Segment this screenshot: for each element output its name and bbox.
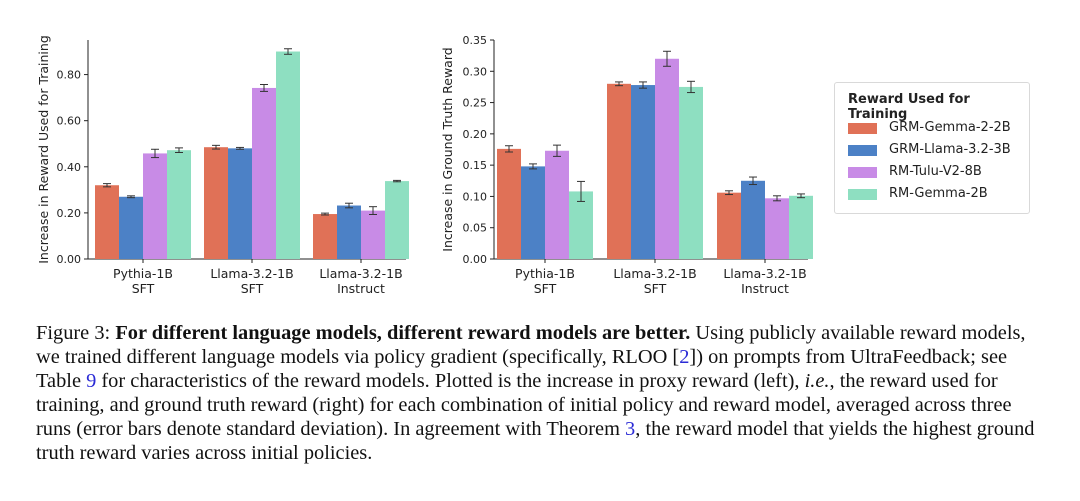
bar [765,198,789,259]
y-tick-label: 0.15 [463,159,488,172]
y-tick-label: 0.80 [57,69,82,82]
legend-item-rm-tulu: RM-Tulu-V2-8B [848,164,1028,182]
x-tick-label: Pythia-1B [515,266,575,281]
x-tick-label: SFT [241,281,264,296]
legend-swatch [848,145,877,156]
chart-proxy-reward: 0.00 0.20 0.40 0.60 0.80 Increase in Reward U… [36,35,409,296]
x-tick-label: Llama-3.2-1B [210,266,293,281]
legend-swatch [848,167,877,178]
y-tick-label: 0.40 [57,161,82,174]
y-tick-label: 0.10 [463,190,488,203]
bar [276,51,300,259]
caption-italic: i.e. [804,370,830,392]
bar [607,83,631,259]
y-axis-label: Increase in Ground Truth Reward [440,47,455,251]
y-tick-label: 0.30 [463,65,488,78]
legend-label: RM-Tulu-V2-8B [889,164,982,179]
bar [497,148,521,259]
y-tick-label: 0.20 [463,128,488,141]
legend-item-grm-gemma: GRM-Gemma-2-2B [848,120,1028,138]
legend-label: GRM-Llama-3.2-3B [889,142,1011,157]
y-tick-label: 0.20 [57,207,82,220]
y-tick-label: 0.60 [57,115,82,128]
legend-swatch [848,123,877,134]
citation-link[interactable]: 2 [679,346,690,368]
caption-text: for characteristics of the reward models… [96,370,805,392]
legend: Reward Used for Training GRM-Gemma-2-2B … [834,82,1030,214]
caption-text: , the reward used for training, and grou… [36,370,1012,440]
bar [655,58,679,260]
bar [337,205,361,259]
caption-text: Using publicly available reward models, … [36,322,1026,368]
bar [569,191,593,259]
legend-item-grm-llama: GRM-Llama-3.2-3B [848,142,1028,160]
x-tick-label: SFT [644,281,667,296]
theorem-link[interactable]: 3 [625,418,636,440]
x-tick-label: Llama-3.2-1B [723,266,806,281]
bar [521,166,545,259]
y-tick-label: 0.35 [463,34,488,47]
caption-label: Figure 3: [36,322,111,344]
x-tick-label: Pythia-1B [113,266,173,281]
x-tick-label: Instruct [741,281,789,296]
legend-item-rm-gemma: RM-Gemma-2B [848,186,1028,204]
figure-charts: 0.00 0.20 0.40 0.60 0.80 Increase in Reward U… [36,34,813,296]
y-tick-label: 0.00 [463,253,488,266]
bar [545,150,569,259]
x-tick-label: SFT [534,281,557,296]
bar [313,214,337,259]
caption-bold: For different language models, different… [115,322,691,344]
legend-title: Reward Used for Training [848,92,970,122]
figure-caption: Figure 3: For different language models,… [36,321,1046,465]
bar [679,86,703,259]
table-link[interactable]: 9 [86,370,97,392]
y-axis-label: Increase in Reward Used for Training [36,35,51,264]
caption-text: , the reward model that yields the highe… [36,418,1035,464]
y-tick-label: 0.25 [463,97,488,110]
x-tick-label: Llama-3.2-1B [319,266,402,281]
bar [789,195,813,259]
x-tick-label: Llama-3.2-1B [613,266,696,281]
legend-label: GRM-Gemma-2-2B [889,120,1011,135]
bar [361,210,385,259]
bar [631,85,655,260]
x-tick-label: SFT [132,281,155,296]
bar [204,147,228,259]
bar [228,148,252,259]
chart-ground-truth-reward: 0.00 0.05 0.10 0.15 0.20 0.25 0.30 0.35 Increase… [440,34,813,296]
legend-label: RM-Gemma-2B [889,186,988,201]
bar [143,153,167,259]
bar [95,185,119,259]
bar [252,87,276,260]
caption-text: ]) on prompts from UltraFeedback; see Ta… [36,346,1008,392]
bar [385,181,409,259]
legend-swatch [848,189,877,200]
bar [167,150,191,259]
y-tick-label: 0.05 [463,222,488,235]
bar [119,196,143,259]
bar [741,180,765,259]
y-tick-label: 0.00 [57,253,82,266]
bar [717,192,741,259]
x-tick-label: Instruct [337,281,385,296]
